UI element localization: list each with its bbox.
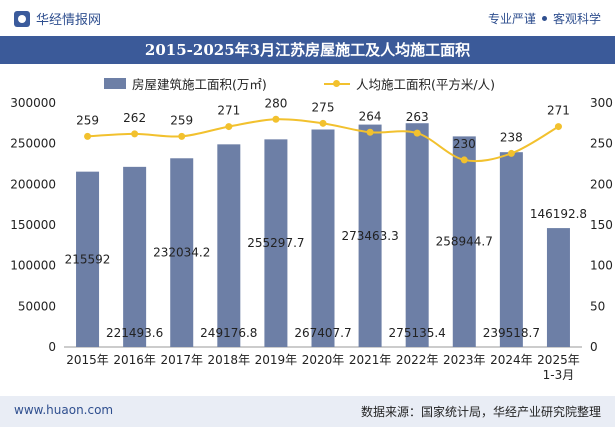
x-tick-label: 2015年 [66, 353, 109, 367]
legend-bar-swatch-icon [104, 78, 126, 89]
bar [123, 166, 147, 347]
y-left-tick-label: 0 [48, 340, 56, 354]
y-left-tick-label: 250000 [10, 137, 56, 151]
x-tick-label: 2022年 [396, 353, 439, 367]
line-point [413, 129, 421, 137]
bar [311, 129, 335, 347]
slogan-right: 客观科学 [552, 12, 601, 26]
line-value-label: 259 [170, 113, 193, 127]
y-right-tick-label: 300 [590, 96, 613, 110]
y-left-tick-label: 200000 [10, 177, 56, 191]
bar [546, 228, 570, 347]
slogan-left: 专业严谨 [487, 12, 536, 26]
line-point [554, 123, 562, 131]
line-point [366, 128, 374, 136]
y-right-tick-label: 200 [590, 177, 613, 191]
bar-value-label: 232034.2 [153, 246, 210, 260]
bar [217, 144, 241, 347]
bar-value-label: 146192.8 [530, 207, 587, 221]
footer: www.huaon.com 数据来源：国家统计局，华经产业研究院整理 [0, 396, 615, 427]
line-value-label: 262 [123, 111, 146, 125]
x-tick-label: 2020年 [302, 353, 345, 367]
line-point [225, 123, 233, 131]
legend-item-line: 人均施工面积(平方米/人) [324, 74, 495, 93]
x-tick-label: 2021年 [349, 353, 392, 367]
bar-value-label: 239518.7 [483, 326, 540, 340]
x-tick-label: 2016年 [113, 353, 156, 367]
brand-name: 华经情报网 [36, 13, 102, 28]
combo-chart: 0 50000 100000 150000 200000 250000 300000 0 50 1… [10, 96, 613, 382]
bar [452, 136, 476, 347]
footer-source: 数据来源：国家统计局，华经产业研究院整理 [360, 405, 601, 419]
y-right-tick-label: 0 [590, 340, 598, 354]
slogan: 专业严谨 客观科学 [488, 10, 601, 27]
line-value-label: 259 [76, 113, 99, 127]
chart-title: 2015-2025年3月江苏房屋施工及人均施工面积 [0, 36, 615, 64]
bar [170, 158, 194, 347]
footer-url: www.huaon.com [14, 403, 114, 417]
x-tick-label: 2025年 1-3月 [537, 353, 580, 382]
line-point [272, 115, 280, 123]
bar-value-label: 273463.3 [341, 229, 398, 243]
brand: 华经情报网 [14, 9, 101, 28]
x-tick-label: 2017年 [160, 353, 203, 367]
y-right-tick-label: 100 [590, 259, 613, 273]
line-value-label: 230 [453, 137, 476, 151]
line-point [460, 156, 468, 164]
bar-value-label: 255297.7 [247, 236, 304, 250]
line-value-label: 275 [312, 100, 335, 114]
line-value-label: 263 [406, 110, 429, 124]
line-point [507, 149, 515, 157]
line-value-label: 280 [264, 96, 287, 110]
y-left-tick-label: 150000 [10, 218, 56, 232]
chart-legend: 房屋建筑施工面积(万㎡) 人均施工面积(平方米/人) [0, 72, 615, 94]
bar [264, 139, 288, 347]
line-point [178, 132, 186, 140]
line-point [131, 130, 139, 138]
y-right-tick-label: 150 [590, 218, 613, 232]
legend-label-line: 人均施工面积(平方米/人) [356, 77, 495, 92]
x-tick-label: 2018年 [208, 353, 251, 367]
legend-line-swatch-icon [324, 78, 350, 90]
y-left-tick-label: 300000 [10, 96, 56, 110]
y-left-tick-label: 100000 [10, 259, 56, 273]
bar-value-label: 258944.7 [436, 235, 493, 249]
y-right-tick-label: 50 [590, 299, 605, 313]
line-point [84, 132, 92, 140]
y-right-tick-label: 250 [590, 137, 613, 151]
line-value-label: 238 [500, 130, 523, 144]
dot-icon [541, 16, 547, 21]
top-bar: 华经情报网 专业严谨 客观科学 [0, 0, 615, 36]
bar-value-label: 275135.4 [389, 326, 446, 340]
bar-value-label: 249176.8 [200, 326, 257, 340]
bar [76, 171, 100, 347]
brand-logo-icon [14, 10, 30, 27]
bar [358, 124, 382, 347]
x-tick-label: 2019年 [255, 353, 298, 367]
legend-label-bar: 房屋建筑施工面积(万㎡) [132, 77, 267, 92]
bar-value-label: 267407.7 [294, 326, 351, 340]
line-point [319, 119, 327, 127]
bar [499, 152, 523, 347]
x-tick-label: 2023年 [443, 353, 486, 367]
bar-value-label: 215592 [65, 252, 111, 266]
legend-item-bar: 房屋建筑施工面积(万㎡) [104, 74, 267, 93]
line-value-label: 271 [217, 104, 240, 118]
bar [405, 123, 429, 347]
x-tick-label: 2024年 [490, 353, 533, 367]
bar-value-label: 221493.6 [106, 326, 163, 340]
line-value-label: 264 [359, 109, 382, 123]
line-value-label: 271 [547, 104, 570, 118]
y-left-tick-label: 50000 [18, 299, 56, 313]
